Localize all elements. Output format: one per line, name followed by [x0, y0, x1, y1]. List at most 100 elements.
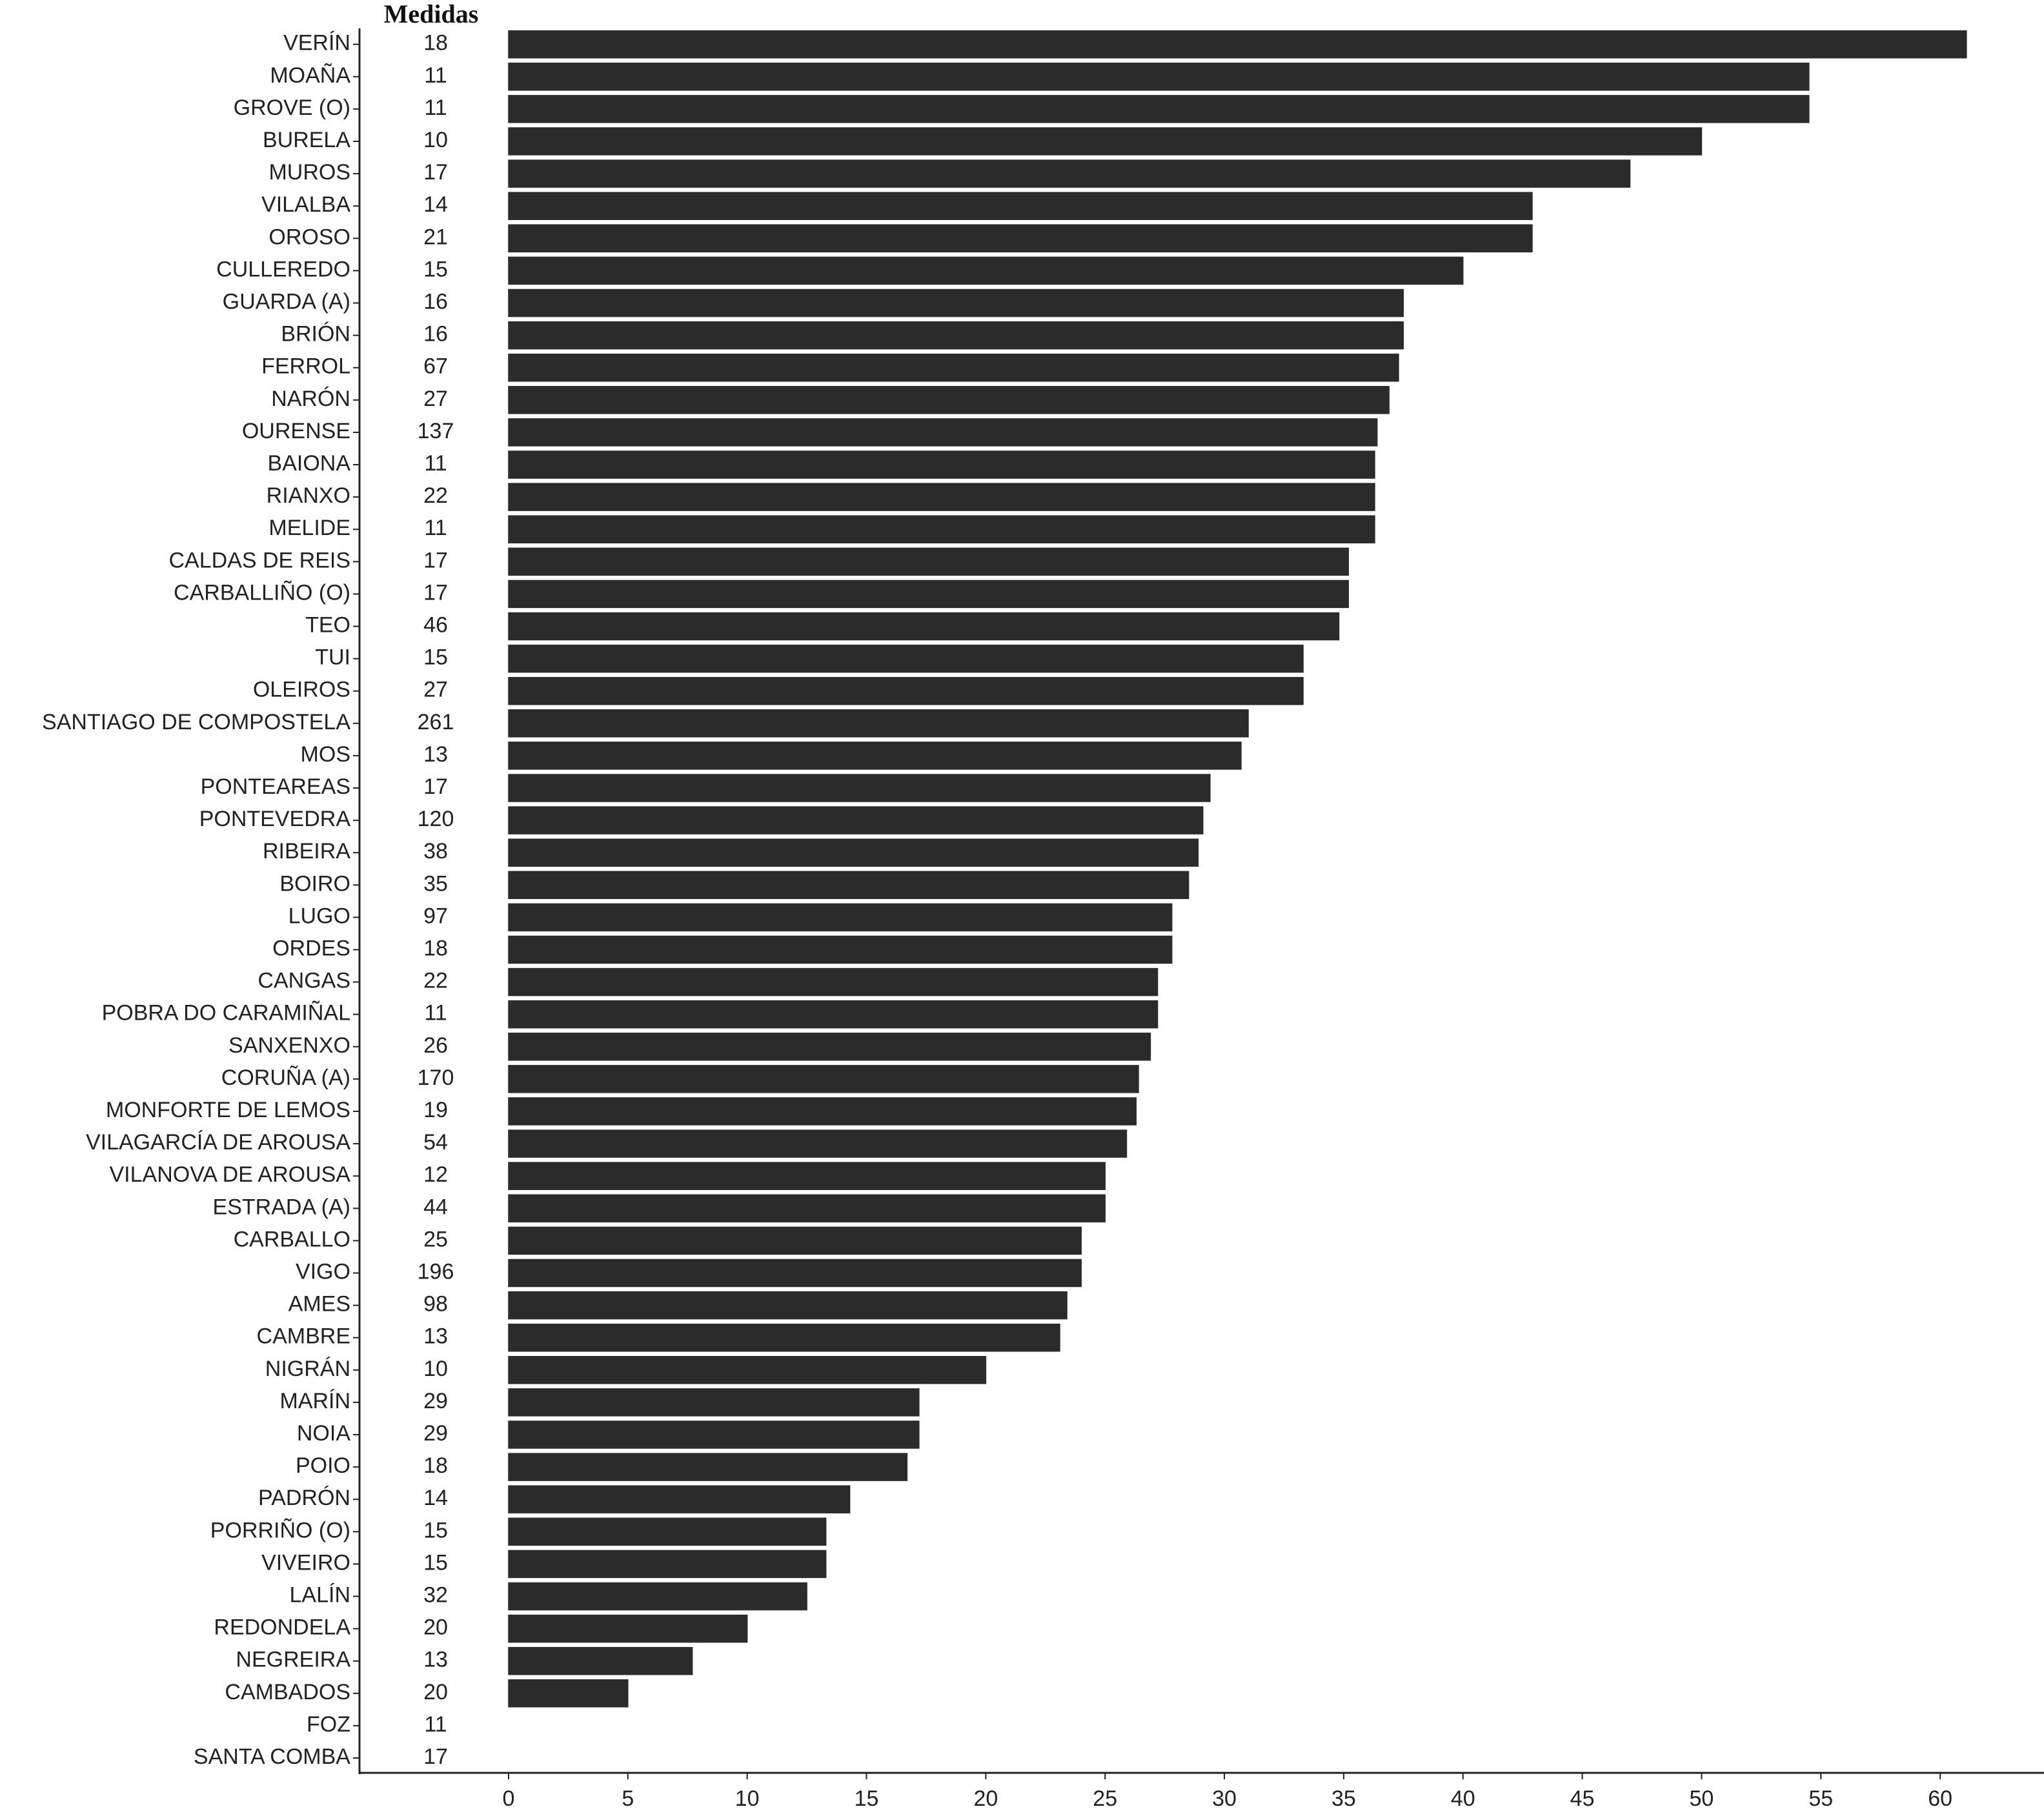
- y-tick-label: VIGO: [296, 1259, 350, 1284]
- count-label: 17: [423, 580, 448, 605]
- bar: [508, 159, 1631, 188]
- bar: [508, 1614, 748, 1643]
- count-label: 25: [423, 1227, 448, 1251]
- bar: [508, 127, 1703, 156]
- y-tick-label: ORDES: [272, 936, 350, 960]
- y-tick-label: PADRÓN: [258, 1486, 350, 1510]
- bar: [508, 1453, 908, 1481]
- count-label: 261: [418, 710, 454, 734]
- count-label: 16: [423, 289, 448, 314]
- count-label: 13: [423, 742, 448, 767]
- y-tick-label: PONTEVEDRA: [199, 807, 351, 831]
- bar: [508, 1033, 1151, 1061]
- bar: [508, 612, 1340, 641]
- x-tick-label: 40: [1451, 1786, 1475, 1809]
- count-label: 15: [423, 1518, 448, 1542]
- y-tick-label: LUGO: [288, 904, 350, 928]
- y-tick-label: BAIONA: [268, 451, 351, 476]
- bar: [508, 1194, 1106, 1223]
- bar: [508, 547, 1350, 576]
- bar: [508, 450, 1375, 479]
- y-tick-label: REDONDELA: [214, 1615, 350, 1640]
- y-tick-label: CANGAS: [258, 969, 350, 993]
- count-label: 15: [423, 645, 448, 670]
- count-label: 137: [418, 419, 454, 443]
- x-tick-label: 10: [735, 1786, 760, 1809]
- y-tick-label: OURENSE: [242, 419, 350, 443]
- count-label: 21: [423, 225, 448, 249]
- count-label: 22: [423, 483, 448, 508]
- bar: [508, 353, 1399, 382]
- y-tick-label: VIVEIRO: [261, 1550, 350, 1575]
- count-label: 11: [424, 451, 447, 476]
- count-label: 54: [423, 1130, 448, 1155]
- bar: [508, 1679, 629, 1708]
- bar: [508, 580, 1350, 609]
- x-tick-label: 55: [1808, 1786, 1833, 1809]
- y-tick-label: POBRA DO CARAMIÑAL: [102, 1001, 350, 1026]
- bar: [508, 1000, 1159, 1029]
- bar: [508, 1291, 1068, 1320]
- bar: [508, 1162, 1106, 1190]
- x-tick-label: 20: [973, 1786, 998, 1809]
- y-tick-label: MONFORTE DE LEMOS: [106, 1098, 350, 1122]
- bar: [508, 871, 1189, 900]
- count-label: 38: [423, 839, 448, 864]
- bar: [508, 967, 1159, 996]
- count-label: 11: [424, 1712, 447, 1737]
- count-label: 44: [423, 1195, 448, 1219]
- y-tick-label: CAMBADOS: [225, 1680, 350, 1704]
- y-tick-label: NOIA: [297, 1421, 350, 1446]
- bar: [508, 1550, 827, 1579]
- y-tick-label: BOIRO: [279, 871, 350, 896]
- count-label: 17: [423, 548, 448, 572]
- count-label: 18: [423, 31, 448, 56]
- y-tick-label: AMES: [288, 1292, 350, 1317]
- count-label: 19: [423, 1098, 448, 1122]
- bar: [508, 1356, 987, 1384]
- bar: [508, 1388, 920, 1417]
- bar: [508, 838, 1199, 867]
- count-label: 10: [423, 1357, 448, 1381]
- y-tick-label: GUARDA (A): [223, 289, 350, 314]
- y-tick-label: CALDAS DE REIS: [168, 548, 350, 572]
- bar: [508, 192, 1533, 220]
- y-tick-label: NARÓN: [271, 387, 350, 411]
- bar: [508, 742, 1242, 770]
- x-tick-label: 15: [855, 1786, 879, 1809]
- bar: [508, 224, 1533, 253]
- y-tick-label: VILANOVA DE AROUSA: [109, 1162, 350, 1187]
- bar: [508, 935, 1173, 964]
- y-tick-label: VERÍN: [283, 31, 350, 56]
- y-tick-label: SANXENXO: [228, 1033, 350, 1058]
- bar: [508, 1097, 1137, 1126]
- x-tick-label: 45: [1570, 1786, 1595, 1809]
- bar: [508, 709, 1249, 738]
- bar: [508, 256, 1464, 285]
- count-label: 12: [423, 1162, 448, 1187]
- count-label: 46: [423, 612, 448, 637]
- bar: [508, 288, 1404, 318]
- count-label: 14: [423, 192, 448, 217]
- count-label: 11: [424, 63, 447, 88]
- bar: [508, 1129, 1128, 1158]
- count-label: 15: [423, 1550, 448, 1575]
- x-tick-label: 50: [1690, 1786, 1714, 1809]
- bar: [508, 321, 1404, 350]
- y-tick-label: CAMBRE: [257, 1324, 350, 1349]
- bar: [508, 1646, 693, 1675]
- bar: [508, 903, 1173, 932]
- bar: [508, 1517, 827, 1546]
- bar: [508, 95, 1810, 123]
- y-tick-label: CARBALLIÑO (O): [174, 580, 350, 605]
- count-label: 27: [423, 387, 448, 411]
- y-tick-label: BURELA: [263, 128, 350, 152]
- count-label: 13: [423, 1648, 448, 1672]
- count-label: 20: [423, 1615, 448, 1640]
- y-tick-label: ESTRADA (A): [213, 1195, 350, 1219]
- x-tick-label: 30: [1212, 1786, 1237, 1809]
- count-label: 27: [423, 678, 448, 702]
- bar: [508, 774, 1211, 802]
- count-label: 35: [423, 871, 448, 896]
